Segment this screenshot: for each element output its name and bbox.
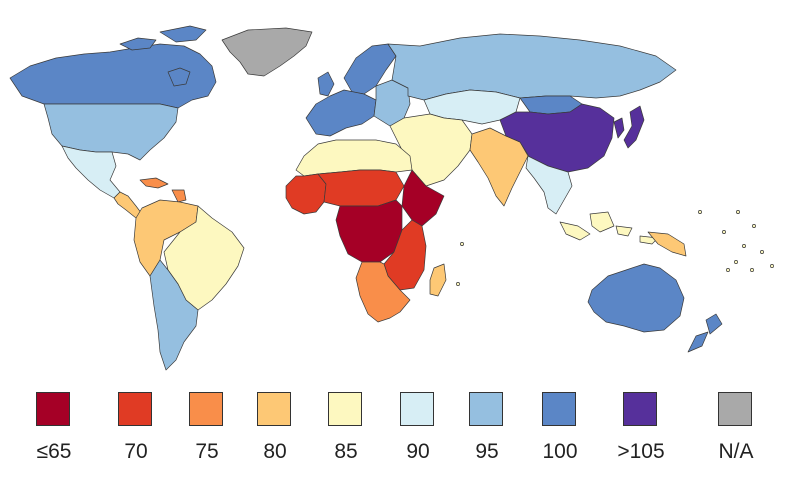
region-southeast-asia	[525, 155, 573, 215]
legend-swatch-90	[400, 392, 434, 426]
legend-label-75: 75	[195, 440, 219, 463]
region-central-america	[113, 191, 143, 219]
legend-swatch-80	[257, 392, 291, 426]
legend-item-95: 95	[452, 392, 522, 472]
region-new-zealand	[687, 313, 723, 353]
legend-swatch-85	[328, 392, 362, 426]
legend-item-80: 80	[240, 392, 310, 472]
legend-label-85: 85	[334, 440, 358, 463]
legend-label-gt105: >105	[617, 440, 665, 463]
region-canada-islands	[119, 25, 207, 87]
world-map	[9, 25, 774, 371]
legend-swatch-70	[118, 392, 152, 426]
region-russia	[387, 33, 677, 101]
legend-swatch-75	[189, 392, 223, 426]
region-greenland	[221, 27, 313, 77]
legend-label-na: N/A	[718, 440, 754, 463]
legend-label-70: 70	[124, 440, 148, 463]
region-japan-korea	[613, 105, 645, 149]
legend-item-le65: ≤65	[19, 392, 89, 472]
region-uk	[317, 71, 335, 97]
region-central-africa	[335, 199, 403, 263]
legend-swatch-na	[718, 392, 752, 426]
legend-item-70: 70	[101, 392, 171, 472]
legend-swatch-95	[469, 392, 503, 426]
legend-label-90: 90	[406, 440, 430, 463]
legend-label-100: 100	[542, 440, 578, 463]
region-southern-africa	[355, 261, 411, 323]
region-southern-cone	[149, 259, 199, 371]
legend-item-gt105: >105	[606, 392, 676, 472]
legend-item-85: 85	[311, 392, 381, 472]
legend-label-95: 95	[475, 440, 499, 463]
region-australia	[587, 263, 685, 333]
legend-item-75: 75	[172, 392, 242, 472]
legend-item-na: N/A	[701, 392, 771, 472]
region-caribbean	[139, 177, 187, 203]
region-united-states	[43, 103, 179, 161]
legend-swatch-le65	[36, 392, 70, 426]
legend-label-le65: ≤65	[36, 440, 72, 463]
region-horn-of-africa	[401, 169, 445, 227]
region-mexico	[61, 145, 121, 199]
region-china	[499, 103, 615, 173]
legend-swatch-gt105	[623, 392, 657, 426]
region-west-africa	[285, 173, 327, 215]
pacific-islands	[456, 210, 774, 286]
region-western-europe	[305, 89, 377, 137]
region-madagascar	[429, 263, 447, 297]
region-new-guinea	[647, 231, 687, 257]
region-sahel	[317, 169, 405, 207]
legend-label-80: 80	[263, 440, 287, 463]
legend-item-100: 100	[525, 392, 595, 472]
legend-swatch-100	[542, 392, 576, 426]
legend: ≤65 70 75 80 85 90 95 100 >105 N/A	[0, 392, 800, 482]
legend-item-90: 90	[383, 392, 453, 472]
region-indonesia	[559, 211, 659, 245]
